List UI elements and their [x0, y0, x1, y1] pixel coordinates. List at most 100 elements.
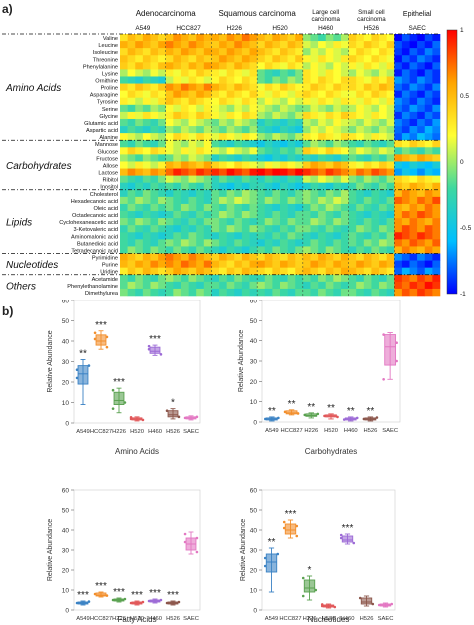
heatmap-cell — [394, 147, 403, 155]
heatmap-cell — [310, 274, 319, 283]
heatmap-cell — [432, 225, 441, 233]
data-point — [183, 540, 187, 544]
heatmap-cell — [158, 239, 167, 247]
heatmap-cell — [249, 97, 258, 106]
heatmap-cell — [135, 154, 144, 162]
heatmap-cell — [409, 225, 418, 233]
heatmap-cell — [371, 133, 380, 141]
heatmap-cell — [211, 196, 220, 205]
heatmap-cell — [424, 232, 433, 240]
data-point — [382, 378, 385, 381]
heatmap-cell — [264, 154, 273, 162]
heatmap-cell — [257, 154, 266, 162]
heatmap-cell — [135, 69, 144, 77]
heatmap-cell — [226, 154, 235, 162]
heatmap-cell — [348, 211, 357, 219]
row-label: Ornithine — [95, 79, 118, 85]
data-point — [339, 533, 343, 537]
heatmap-cell — [219, 140, 227, 148]
x-tick-label-h460: H460 — [341, 616, 355, 622]
heatmap-cell — [401, 48, 410, 56]
heatmap-cell — [173, 34, 182, 42]
heatmap-cell — [241, 218, 250, 226]
heatmap-cell — [295, 154, 304, 162]
row-label: Mannose — [95, 142, 118, 148]
heatmap-cell — [226, 175, 235, 184]
heatmap-cell — [394, 260, 403, 268]
heatmap-cell — [241, 76, 250, 84]
heatmap-cell — [432, 161, 441, 169]
heatmap-cell — [371, 225, 380, 233]
heatmap-cell — [363, 239, 372, 247]
heatmap-cell — [325, 196, 334, 205]
heatmap-cell — [295, 55, 304, 63]
heatmap-cell — [318, 97, 327, 106]
heatmap-cell — [241, 189, 250, 198]
heatmap-cell — [325, 147, 334, 155]
heatmap-cell — [165, 225, 174, 233]
heatmap-cell — [272, 126, 281, 134]
heatmap-cell — [386, 260, 395, 268]
heatmap-cell — [203, 274, 212, 283]
heatmap-cell — [135, 118, 144, 127]
heatmap-cell — [280, 48, 288, 56]
row-label: Proline — [101, 86, 118, 92]
heatmap-cell — [264, 232, 273, 240]
heatmap-cell — [241, 182, 250, 191]
heatmap-cell — [120, 140, 128, 148]
heatmap-cell — [424, 288, 433, 297]
heatmap-cell — [150, 168, 159, 176]
heatmap-cell — [211, 147, 220, 155]
data-point — [183, 532, 187, 536]
heatmap-cell — [325, 161, 334, 169]
heatmap-cell — [211, 154, 220, 162]
heatmap-cell — [401, 260, 410, 268]
heatmap-cell — [287, 118, 296, 127]
heatmap-cell — [219, 111, 227, 120]
heatmap-cell — [180, 239, 189, 247]
heatmap-cell — [120, 83, 128, 91]
heatmap-cell — [257, 281, 266, 290]
colorbar-tick-label: -0.5 — [460, 225, 472, 232]
heatmap-cell — [272, 83, 281, 91]
heatmap-cell — [432, 83, 441, 91]
heatmap-cell — [371, 69, 380, 77]
heatmap-cell — [196, 62, 205, 70]
heatmap-cell — [356, 211, 365, 219]
heatmap-cell — [295, 111, 304, 120]
heatmap-cell — [211, 225, 220, 233]
heatmap-cell — [241, 211, 250, 219]
heatmap-cell — [226, 90, 235, 99]
heatmap-cell — [394, 140, 403, 148]
heatmap-cell — [340, 34, 349, 42]
row-label: Oleic acid — [93, 206, 118, 212]
heatmap-cell — [234, 175, 243, 184]
heatmap-cell — [340, 104, 349, 113]
colorbar-tick-label: 0.5 — [460, 93, 469, 100]
heatmap-cell — [318, 267, 327, 276]
heatmap-cell — [135, 218, 144, 226]
heatmap-cell — [318, 133, 327, 141]
heatmap-cell — [379, 225, 387, 233]
heatmap-cell — [234, 253, 243, 261]
heatmap-cell — [280, 239, 288, 247]
heatmap-cell — [379, 246, 387, 254]
row-label: Ribitol — [102, 178, 118, 184]
heatmap-cell — [173, 281, 182, 290]
heatmap-cell — [219, 133, 227, 141]
heatmap-cell — [401, 83, 410, 91]
heatmap-cell — [409, 175, 418, 184]
heatmap-cell — [180, 189, 189, 198]
heatmap-cell — [203, 281, 212, 290]
heatmap-cell — [401, 218, 410, 226]
heatmap-cell — [272, 97, 281, 106]
heatmap-cell — [401, 140, 410, 148]
heatmap-cell — [264, 253, 273, 261]
heatmap-cell — [379, 154, 387, 162]
heatmap-cell — [379, 118, 387, 127]
heatmap-cell — [417, 225, 426, 233]
heatmap-cell — [272, 189, 281, 198]
heatmap-cell — [325, 267, 334, 276]
